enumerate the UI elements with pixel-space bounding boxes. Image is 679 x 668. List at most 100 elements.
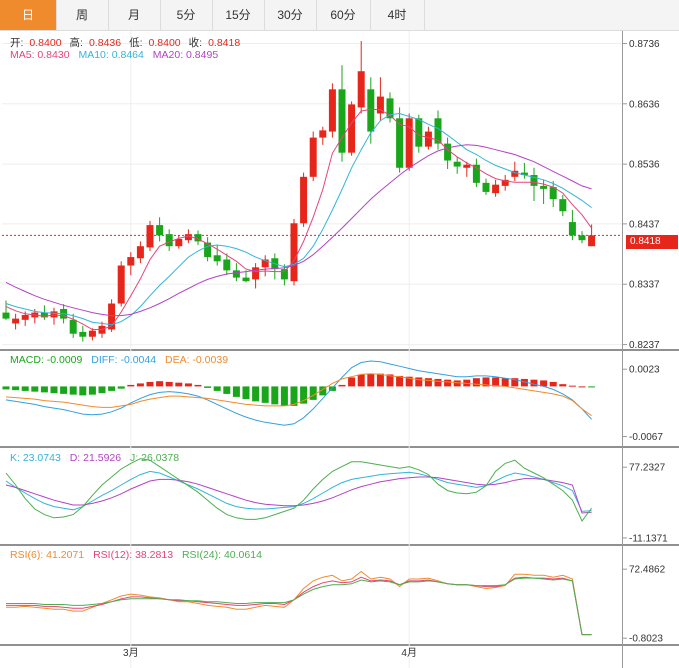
j-value: J: 26.0378 — [130, 452, 180, 464]
macd-bar — [434, 378, 442, 387]
candle-body — [136, 246, 144, 259]
macd-bar — [549, 381, 557, 387]
candle-body — [520, 172, 528, 176]
price-tick-label: 0.8636 — [629, 99, 660, 110]
macd-bar — [194, 384, 202, 387]
candle-body — [290, 223, 298, 282]
macd-bar — [108, 386, 116, 391]
rsi-line-1 — [6, 576, 592, 636]
macd-bar — [396, 375, 404, 387]
macd-bar — [136, 383, 144, 387]
candle-body — [12, 318, 20, 324]
candle-body — [204, 242, 212, 258]
candle-body — [40, 312, 48, 318]
macd-bar — [357, 374, 365, 387]
rsi-line-2 — [6, 577, 592, 636]
macd-bar — [271, 386, 279, 405]
tab-15min[interactable]: 15分 — [212, 0, 265, 30]
candle-body — [386, 98, 394, 119]
macd-bar — [175, 382, 183, 387]
candle-body — [424, 131, 432, 147]
kdj-tick-label: -11.1371 — [629, 533, 668, 544]
candle-body — [223, 259, 231, 271]
macd-bar — [146, 381, 154, 387]
kline-chart[interactable]: 3月4月5月0.87360.86360.85360.84370.83370.82… — [0, 31, 679, 668]
macd-bar — [444, 379, 452, 387]
tab-30min[interactable]: 30分 — [264, 0, 317, 30]
period-tab-bar: 日 周 月 5分 15分 30分 60分 4时 — [0, 0, 679, 31]
tab-5min[interactable]: 5分 — [160, 0, 213, 30]
ma20-legend: MA20: 0.8495 — [152, 49, 219, 61]
macd-bar — [40, 386, 48, 393]
candle-body — [69, 319, 77, 334]
x-tick-label: 3月 — [123, 647, 139, 659]
macd-bar — [21, 386, 29, 391]
open-label: 开: — [10, 37, 24, 49]
candle-body — [338, 89, 346, 153]
candle-body — [348, 104, 356, 153]
candle-body — [482, 182, 490, 192]
macd-bar — [12, 386, 20, 391]
macd-bar — [98, 386, 106, 394]
macd-bar — [540, 380, 548, 387]
low-value: 0.8400 — [148, 37, 181, 49]
tab-week[interactable]: 周 — [56, 0, 109, 30]
macd-bar — [511, 378, 519, 387]
close-label: 收: — [188, 37, 203, 49]
tab-month[interactable]: 月 — [108, 0, 161, 30]
ma-legend: MA5: 0.8430 MA10: 0.8464 MA20: 0.8495 — [10, 49, 224, 61]
candle-body — [261, 259, 269, 268]
candle-body — [280, 269, 288, 280]
macd-line-dea — [5, 373, 592, 417]
candle-body — [444, 143, 452, 161]
macd-bar — [184, 383, 192, 387]
macd-bar — [588, 386, 596, 388]
candle-body — [405, 118, 413, 168]
tab-day[interactable]: 日 — [0, 0, 57, 30]
price-tick-label: 0.8536 — [629, 160, 660, 171]
rsi24-value: RSI(24): 40.0614 — [181, 549, 262, 561]
high-value: 0.8436 — [88, 37, 122, 49]
d-value: D: 21.5926 — [69, 452, 122, 464]
macd-bar — [472, 378, 480, 387]
candle-body — [472, 164, 480, 183]
candle-body — [108, 303, 116, 330]
candle-body — [578, 235, 586, 241]
rsi-legend: RSI(6): 41.2071 RSI(12): 38.2813 RSI(24)… — [10, 549, 268, 561]
low-label: 低: — [129, 37, 143, 49]
candle-body — [530, 175, 538, 186]
rsi-tick-label: 72.4862 — [629, 565, 666, 576]
macd-bar — [60, 386, 68, 394]
macd-bar — [117, 386, 125, 389]
macd-bar — [232, 386, 240, 397]
macd-bar — [367, 373, 375, 387]
macd-bar — [165, 381, 173, 387]
candle-body — [156, 225, 164, 236]
candle-body — [588, 235, 596, 247]
candle-body — [165, 234, 173, 247]
candle-body — [357, 71, 365, 108]
tab-4hour[interactable]: 4时 — [370, 0, 425, 30]
candle-body — [328, 89, 336, 132]
macd-bar — [261, 386, 269, 403]
candle-body — [127, 257, 135, 266]
candle-body — [213, 255, 221, 262]
macd-bar — [338, 384, 346, 387]
macd-bar — [424, 378, 432, 387]
macd-bar — [223, 386, 231, 394]
candle-body — [175, 238, 183, 247]
candle-body — [79, 331, 87, 337]
tab-60min[interactable]: 60分 — [316, 0, 371, 30]
x-tick-label: 4月 — [401, 647, 417, 659]
candle-body — [549, 187, 557, 200]
candle-body — [232, 270, 240, 278]
macd-bar — [280, 386, 288, 406]
candle-body — [88, 330, 96, 337]
kdj-line-d — [5, 476, 592, 514]
macd-bar — [348, 377, 356, 387]
candle-body — [559, 199, 567, 212]
ma10-legend: MA10: 0.8464 — [78, 49, 144, 61]
candle-body — [300, 176, 308, 224]
macd-bar — [309, 386, 317, 400]
macd-bar — [386, 374, 394, 387]
